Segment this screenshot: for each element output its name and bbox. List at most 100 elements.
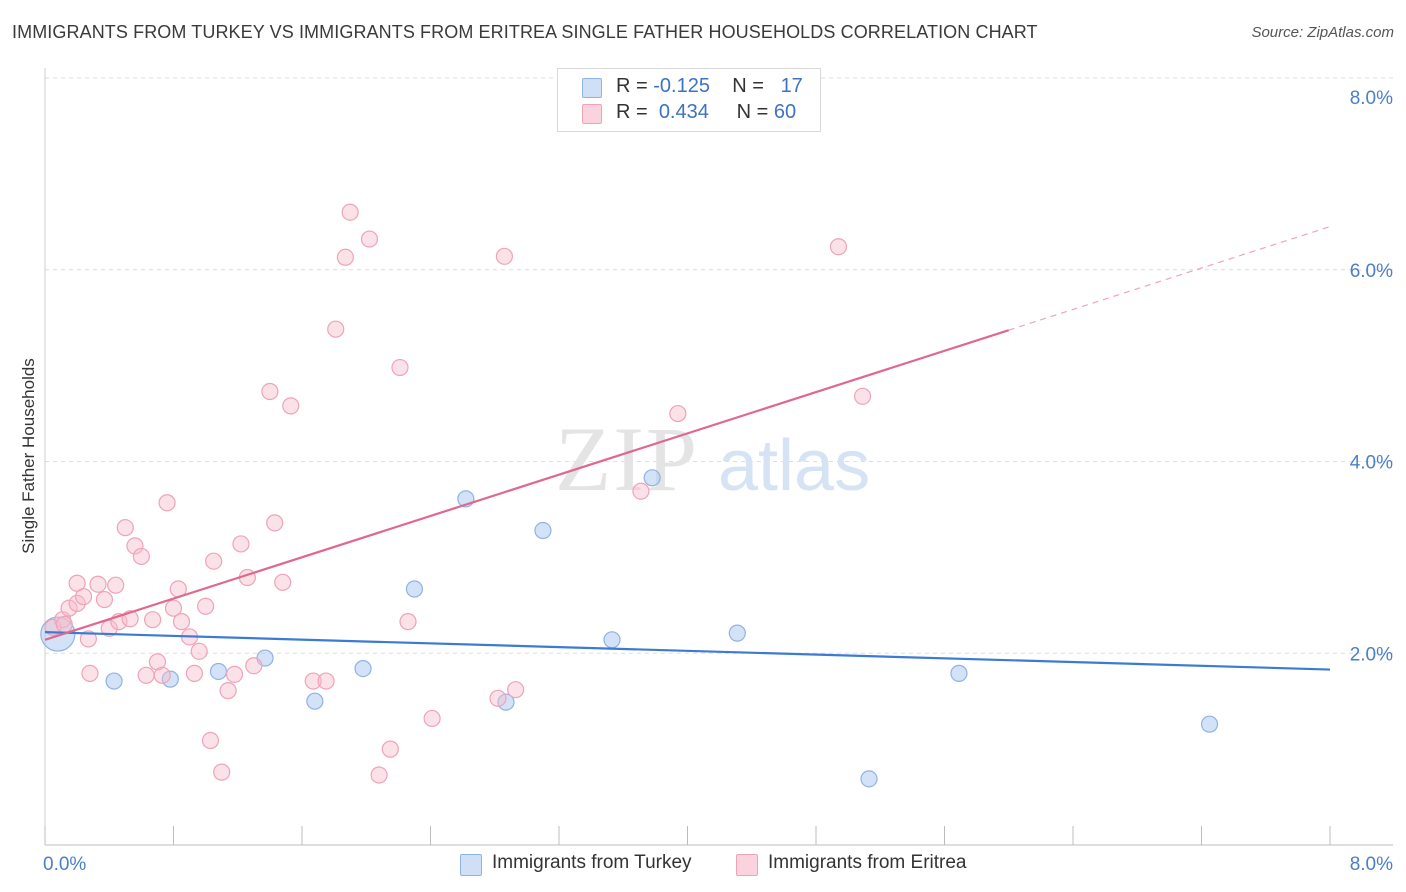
series-legend: Immigrants from Turkey Immigrants from E… (0, 852, 1406, 878)
point-eritrea-18 (144, 611, 162, 629)
point-eritrea-39 (274, 573, 292, 591)
point-turkey-10 (534, 521, 552, 540)
y-tick-label-0: 2.0% (1350, 644, 1393, 665)
point-eritrea-50 (399, 613, 417, 631)
point-eritrea-13 (116, 519, 134, 537)
source-credit: Source: ZipAtlas.com (1251, 24, 1394, 41)
point-eritrea-51 (423, 709, 441, 728)
trend-lines (44, 226, 1331, 671)
point-eritrea-41 (304, 672, 322, 690)
point-eritrea-42 (317, 672, 335, 690)
chart-title: IMMIGRANTS FROM TURKEY VS IMMIGRANTS FRO… (12, 22, 1038, 42)
swatch-eritrea (582, 104, 602, 124)
point-turkey-15 (860, 770, 878, 788)
point-turkey-14 (950, 664, 968, 682)
point-eritrea-58 (853, 387, 872, 405)
y-tick-label-1: 4.0% (1350, 453, 1393, 474)
watermark-zip: ZIP (555, 408, 699, 510)
point-eritrea-40 (282, 397, 300, 415)
trend-line-eritrea (44, 329, 1010, 641)
point-eritrea-36 (245, 657, 263, 675)
point-eritrea-52 (489, 689, 507, 707)
gridlines (45, 77, 1393, 654)
data-points (40, 203, 1219, 788)
point-eritrea-55 (632, 482, 650, 500)
point-eritrea-22 (164, 599, 183, 617)
point-eritrea-46 (360, 230, 379, 248)
point-eritrea-33 (225, 665, 244, 683)
legend-label-turkey: Immigrants from Turkey (492, 852, 692, 873)
point-eritrea-32 (219, 682, 237, 700)
point-eritrea-29 (201, 731, 220, 750)
point-eritrea-11 (107, 576, 125, 594)
point-eritrea-21 (158, 494, 176, 512)
point-eritrea-59 (55, 615, 73, 634)
point-eritrea-38 (266, 514, 284, 532)
x-tick-labels: 0.0% 8.0% (43, 854, 1393, 875)
point-eritrea-7 (81, 664, 99, 682)
x-tick-label-1: 8.0% (1350, 854, 1393, 875)
y-tick-label-3: 8.0% (1350, 88, 1393, 109)
n-value-eritrea: 60 (773, 101, 797, 123)
point-turkey-16 (1200, 715, 1219, 733)
n-label: N = (736, 101, 769, 123)
point-eritrea-56 (669, 404, 687, 423)
point-eritrea-17 (137, 666, 155, 684)
point-eritrea-24 (172, 613, 191, 631)
point-eritrea-8 (89, 575, 107, 593)
point-eritrea-47 (370, 766, 388, 784)
point-eritrea-19 (148, 653, 167, 671)
r-label: R = (616, 75, 648, 97)
point-turkey-3 (209, 662, 228, 681)
legend-label-eritrea: Immigrants from Eritrea (768, 852, 967, 873)
point-turkey-2 (161, 670, 179, 688)
point-turkey-7 (405, 580, 424, 598)
x-tick-label-0: 0.0% (43, 854, 86, 875)
n-value-turkey: 17 (780, 75, 803, 97)
point-eritrea-44 (336, 248, 354, 266)
point-turkey-11 (603, 631, 621, 649)
point-turkey-1 (105, 672, 123, 690)
point-turkey-9 (497, 693, 515, 711)
point-eritrea-9 (95, 590, 114, 609)
point-eritrea-15 (126, 537, 144, 555)
axes (44, 68, 1393, 846)
point-eritrea-5 (74, 588, 93, 606)
r-value-turkey: -0.125 (653, 75, 710, 97)
point-turkey-12 (643, 469, 661, 487)
trend-line-eritrea-extension (1008, 226, 1331, 331)
point-eritrea-53 (495, 247, 513, 265)
point-eritrea-30 (205, 552, 223, 570)
point-eritrea-49 (391, 358, 409, 377)
point-eritrea-20 (153, 666, 171, 684)
point-eritrea-48 (381, 740, 399, 758)
point-turkey-5 (306, 692, 324, 710)
y-axis-label: Single Father Households (19, 358, 38, 554)
n-label: N = (732, 75, 764, 97)
r-label: R = (616, 101, 648, 123)
point-eritrea-45 (341, 203, 359, 221)
trend-line-turkey (44, 631, 1331, 671)
point-turkey-6 (354, 659, 372, 678)
y-tick-labels: 2.0% 4.0% 6.0% 8.0% (1350, 88, 1393, 665)
watermark-atlas: atlas (718, 426, 870, 506)
swatch-turkey (582, 78, 602, 98)
r-value-eritrea: 0.434 (658, 101, 709, 123)
point-eritrea-34 (232, 535, 250, 553)
legend-swatch-eritrea (736, 854, 758, 876)
point-eritrea-54 (507, 681, 525, 699)
point-eritrea-2 (60, 599, 78, 617)
point-eritrea-57 (829, 238, 848, 256)
point-turkey-13 (728, 624, 746, 642)
point-eritrea-26 (185, 664, 203, 682)
point-eritrea-31 (213, 763, 231, 781)
y-tick-label-2: 6.0% (1350, 261, 1393, 282)
watermark: ZIP atlas (555, 408, 870, 510)
point-eritrea-28 (197, 597, 215, 615)
point-eritrea-16 (132, 547, 150, 566)
point-eritrea-37 (261, 382, 279, 401)
point-eritrea-6 (79, 630, 97, 648)
legend-swatch-turkey (460, 854, 482, 876)
point-eritrea-3 (68, 594, 86, 612)
